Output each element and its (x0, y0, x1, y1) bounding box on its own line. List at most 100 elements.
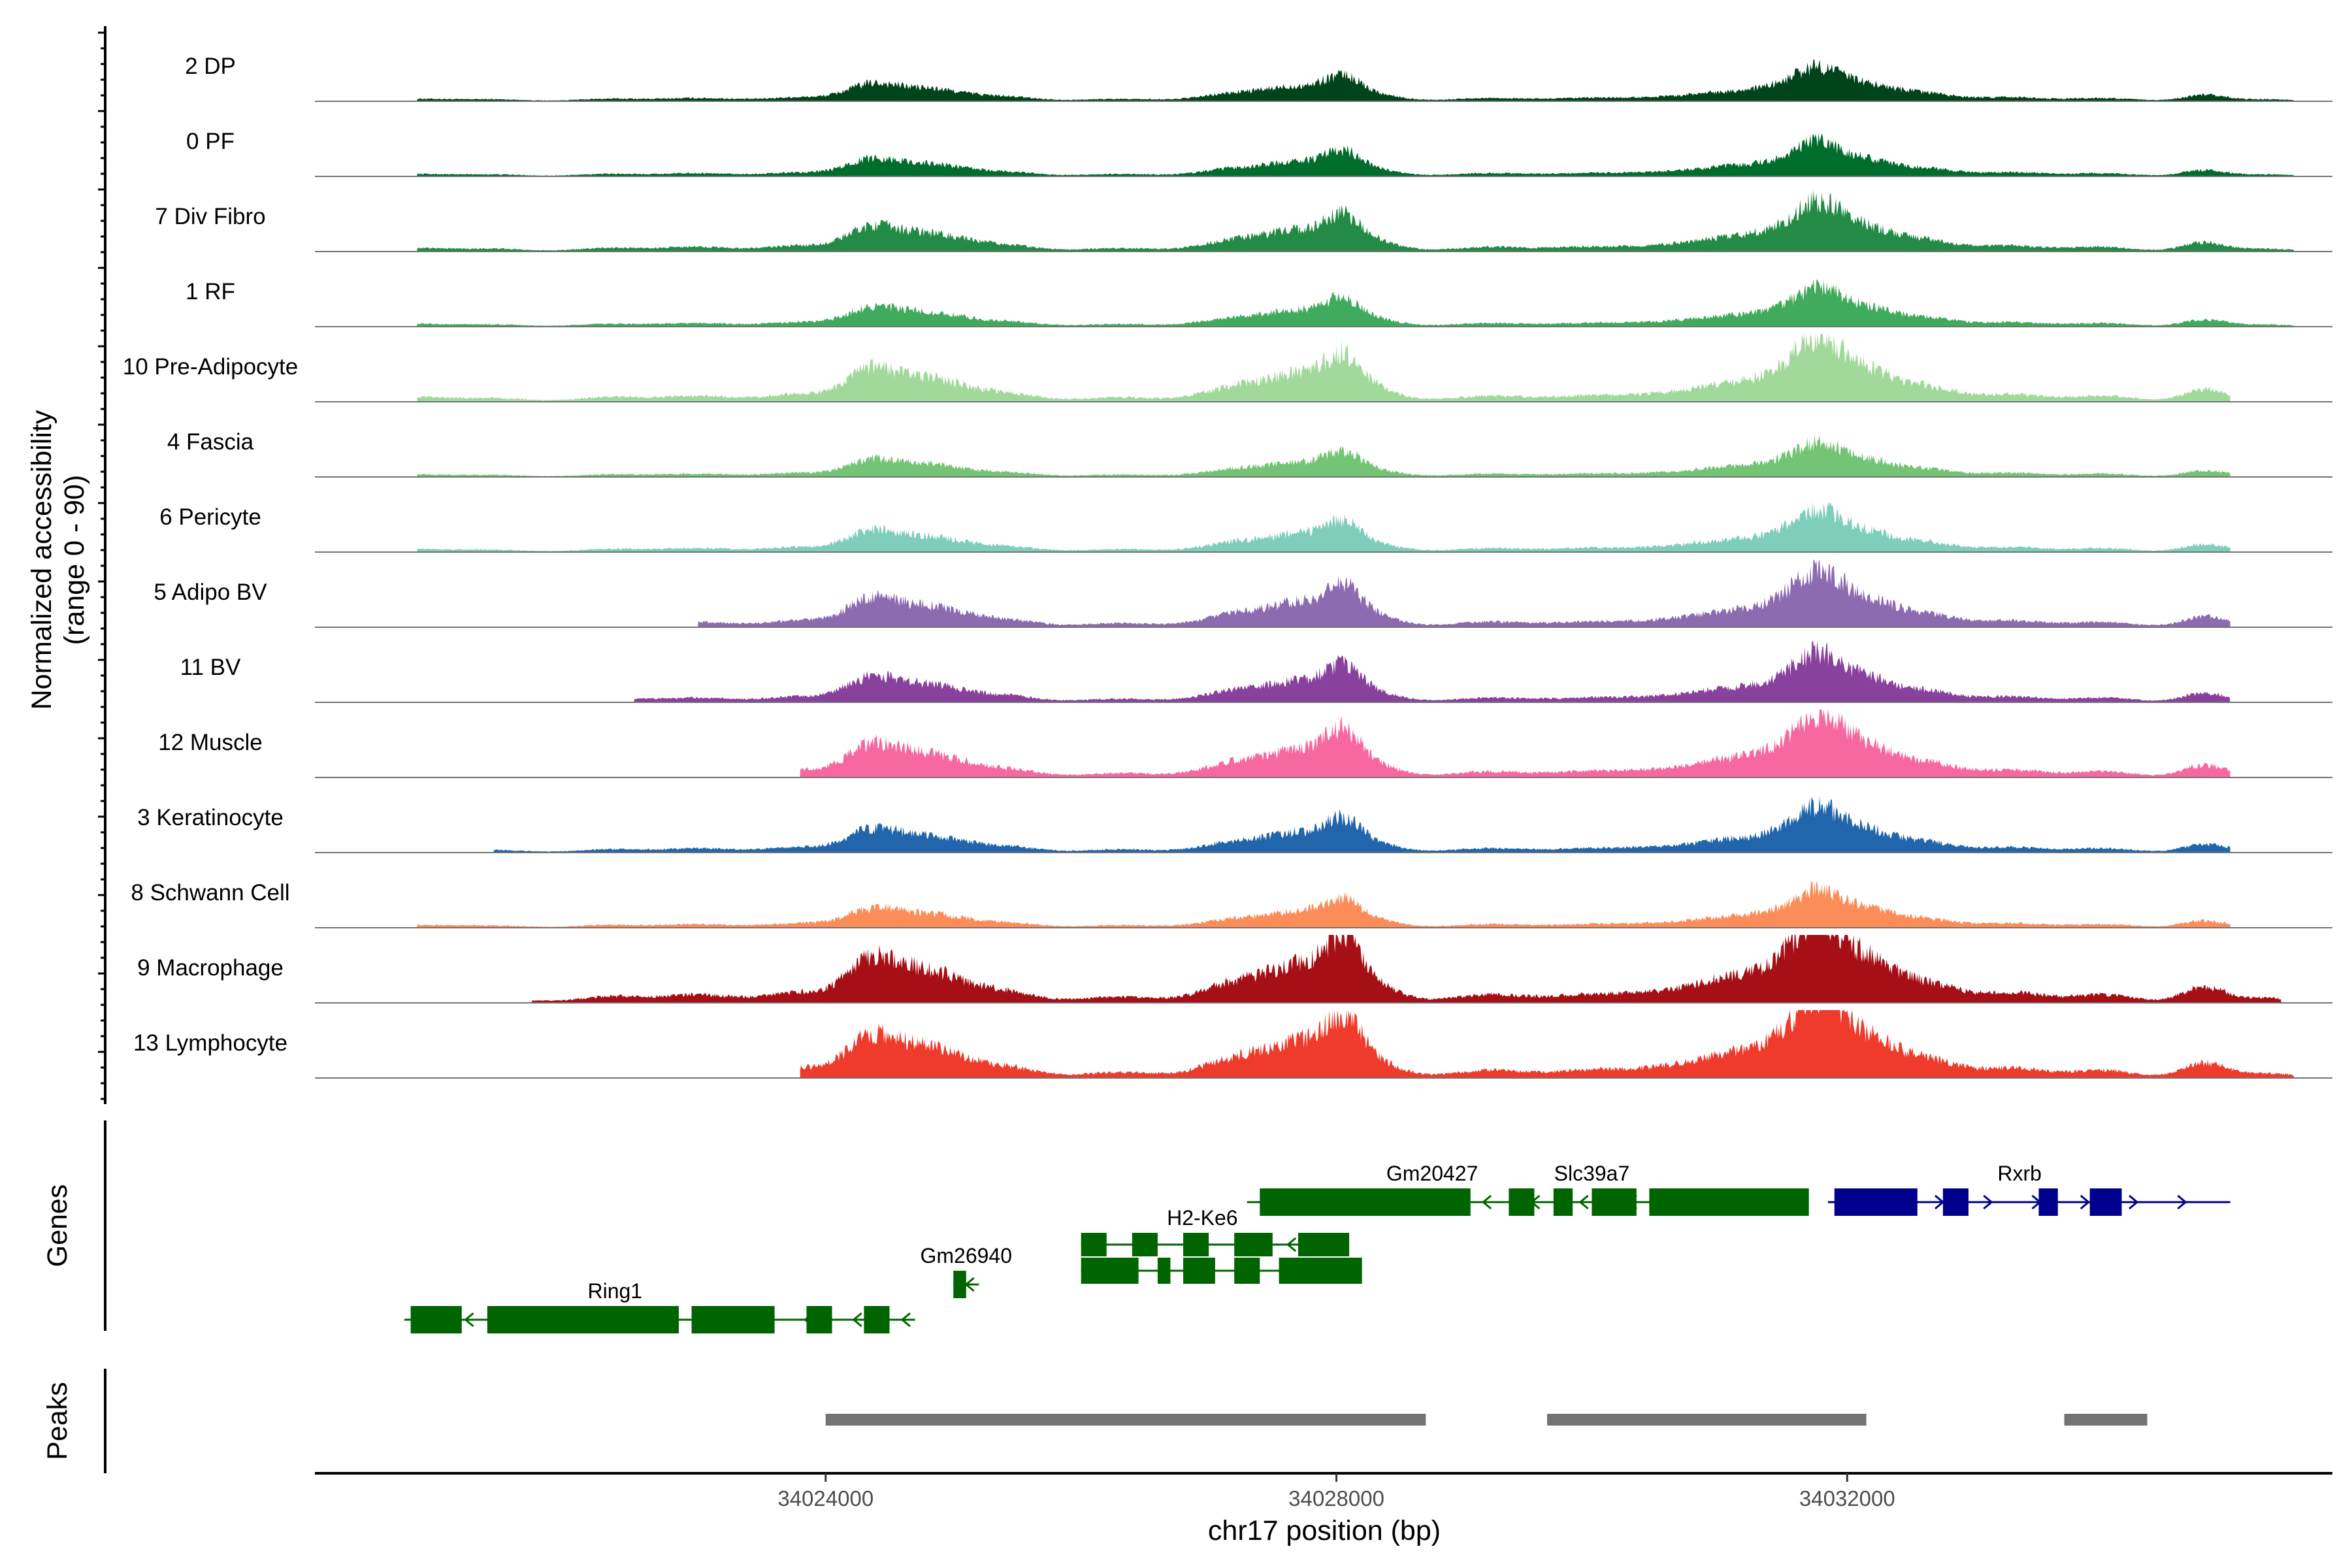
coverage-track-label: 12 Muscle (158, 730, 263, 755)
coverage-track: 6 Pericyte (159, 501, 2332, 553)
gene-exon (2089, 1188, 2122, 1216)
coverage-track: 9 Macrophage (137, 935, 2332, 1004)
gene-exon (1157, 1258, 1171, 1284)
gene-model: Gm20427 (1247, 1162, 1478, 1216)
gene-exon (1081, 1233, 1107, 1256)
x-axis-title: chr17 position (bp) (1208, 1515, 1441, 1546)
gene-exon (1509, 1188, 1535, 1216)
coverage-track-label: 6 Pericyte (159, 504, 261, 530)
gene-exon (1234, 1233, 1273, 1256)
coverage-area (698, 559, 2230, 627)
coverage-track-label: 7 Div Fibro (155, 204, 265, 229)
coverage-track: 5 Adipo BV (154, 559, 2332, 628)
strand-arrow (464, 1312, 474, 1328)
coverage-track-label: 0 PF (186, 129, 235, 154)
gene-label: H2-Ke6 (1167, 1206, 1238, 1230)
genes-track-title: Genes (42, 1184, 73, 1267)
gene-model: Slc39a7 (1470, 1162, 1809, 1216)
x-tick-label: 34024000 (777, 1486, 874, 1511)
strand-arrow (2080, 1194, 2091, 1210)
coverage-track-label: 2 DP (185, 54, 236, 79)
coverage-track: 3 Keratinocyte (137, 796, 2332, 853)
gene-exon (1362, 1188, 1471, 1216)
coverage-axis (98, 26, 106, 1104)
coverage-track-label: 10 Pre-Adipocyte (123, 354, 298, 380)
coverage-track: 2 DP (185, 54, 2332, 102)
x-axis: 34024000 34028000 34032000 (315, 1472, 2332, 1511)
coverage-area (634, 640, 2230, 702)
y-axis-label: Normalized accessibility (26, 410, 57, 710)
coverage-area (493, 796, 2230, 853)
peak-bar (1547, 1414, 1867, 1426)
coverage-area (417, 501, 2230, 552)
y-axis-title: Normalized accessibility (range 0 - 90) (26, 410, 90, 710)
gene-exon (1553, 1188, 1573, 1216)
strand-arrow (1481, 1194, 1492, 1210)
gene-model: Rxrb (1828, 1162, 2230, 1216)
coverage-track-label: 8 Schwann Cell (131, 880, 289, 906)
gene-exon (1942, 1188, 1968, 1216)
coverage-track: 8 Schwann Cell (131, 880, 2332, 928)
coverage-track: 7 Div Fibro (155, 190, 2332, 252)
gene-exon (1279, 1258, 1362, 1284)
coverage-area (800, 1010, 2295, 1078)
strand-arrow (2129, 1194, 2139, 1210)
coverage-track-label: 3 Keratinocyte (137, 805, 284, 830)
coverage-area (532, 935, 2281, 1003)
peak-bar (825, 1414, 1426, 1426)
coverage-area (417, 334, 2230, 402)
strand-arrow (1983, 1194, 1993, 1210)
coverage-area (417, 279, 2295, 327)
coverage-track-label: 11 BV (180, 655, 241, 680)
coverage-area (417, 434, 2230, 477)
gene-label: Gm20427 (1386, 1162, 1478, 1185)
gene-exon (953, 1271, 966, 1298)
gene-label: Ring1 (587, 1279, 642, 1303)
gene-exon (806, 1306, 832, 1333)
coverage-track: 11 BV (180, 640, 2332, 703)
gene-exon (1298, 1233, 1350, 1256)
coverage-track-label: 1 RF (186, 279, 235, 304)
coverage-area (417, 881, 2230, 928)
coverage-track: 12 Muscle (158, 710, 2332, 778)
gene-exon (2038, 1188, 2058, 1216)
gene-exon (410, 1306, 462, 1333)
strand-arrow (2177, 1194, 2187, 1210)
coverage-area (417, 133, 2295, 176)
gene-exon (1592, 1188, 1637, 1216)
gene-label: Gm26940 (920, 1244, 1012, 1267)
coverage-track: 4 Fascia (167, 429, 2332, 478)
gene-exon (691, 1306, 775, 1333)
coverage-track: 1 RF (186, 279, 2332, 327)
strand-arrow (1286, 1237, 1297, 1252)
coverage-track-label: 13 Lymphocyte (133, 1030, 287, 1056)
strand-arrow (852, 1312, 862, 1328)
gene-exon (864, 1306, 890, 1333)
x-tick-label: 34032000 (1799, 1486, 1895, 1511)
genes-track: Ring1 Gm26940 H2-Ke6 Gm20427 Slc39a7 Rxrb (404, 1162, 2230, 1333)
gene-exon (1081, 1258, 1139, 1284)
gene-label: Slc39a7 (1554, 1162, 1630, 1185)
y-axis-range-label: (range 0 - 90) (59, 475, 90, 645)
gene-model: Gm26940 (920, 1244, 1012, 1298)
coverage-track: 13 Lymphocyte (133, 1010, 2332, 1079)
gene-model: Ring1 (404, 1279, 915, 1333)
gene-exon (1693, 1188, 1809, 1216)
coverage-track-label: 4 Fascia (167, 429, 254, 455)
gene-exon (1183, 1258, 1215, 1284)
coverage-track-label: 5 Adipo BV (154, 580, 267, 605)
gene-exon (1834, 1188, 1918, 1216)
strand-arrow (1578, 1194, 1589, 1210)
gene-model: H2-Ke6 (1081, 1206, 1362, 1284)
x-tick-label: 34028000 (1288, 1486, 1384, 1511)
gene-exon (1234, 1258, 1260, 1284)
strand-arrow (900, 1312, 911, 1328)
coverage-area (417, 190, 2295, 252)
gene-exon (487, 1306, 679, 1333)
peak-bar (2064, 1414, 2148, 1426)
coverage-tracks: 2 DP 0 PF 7 Div Fibro 1 RF 10 Pre-Adipocyte 4… (123, 54, 2332, 1079)
gene-exon (1132, 1233, 1158, 1256)
gene-exon (1183, 1233, 1209, 1256)
coverage-track-label: 9 Macrophage (137, 955, 284, 981)
